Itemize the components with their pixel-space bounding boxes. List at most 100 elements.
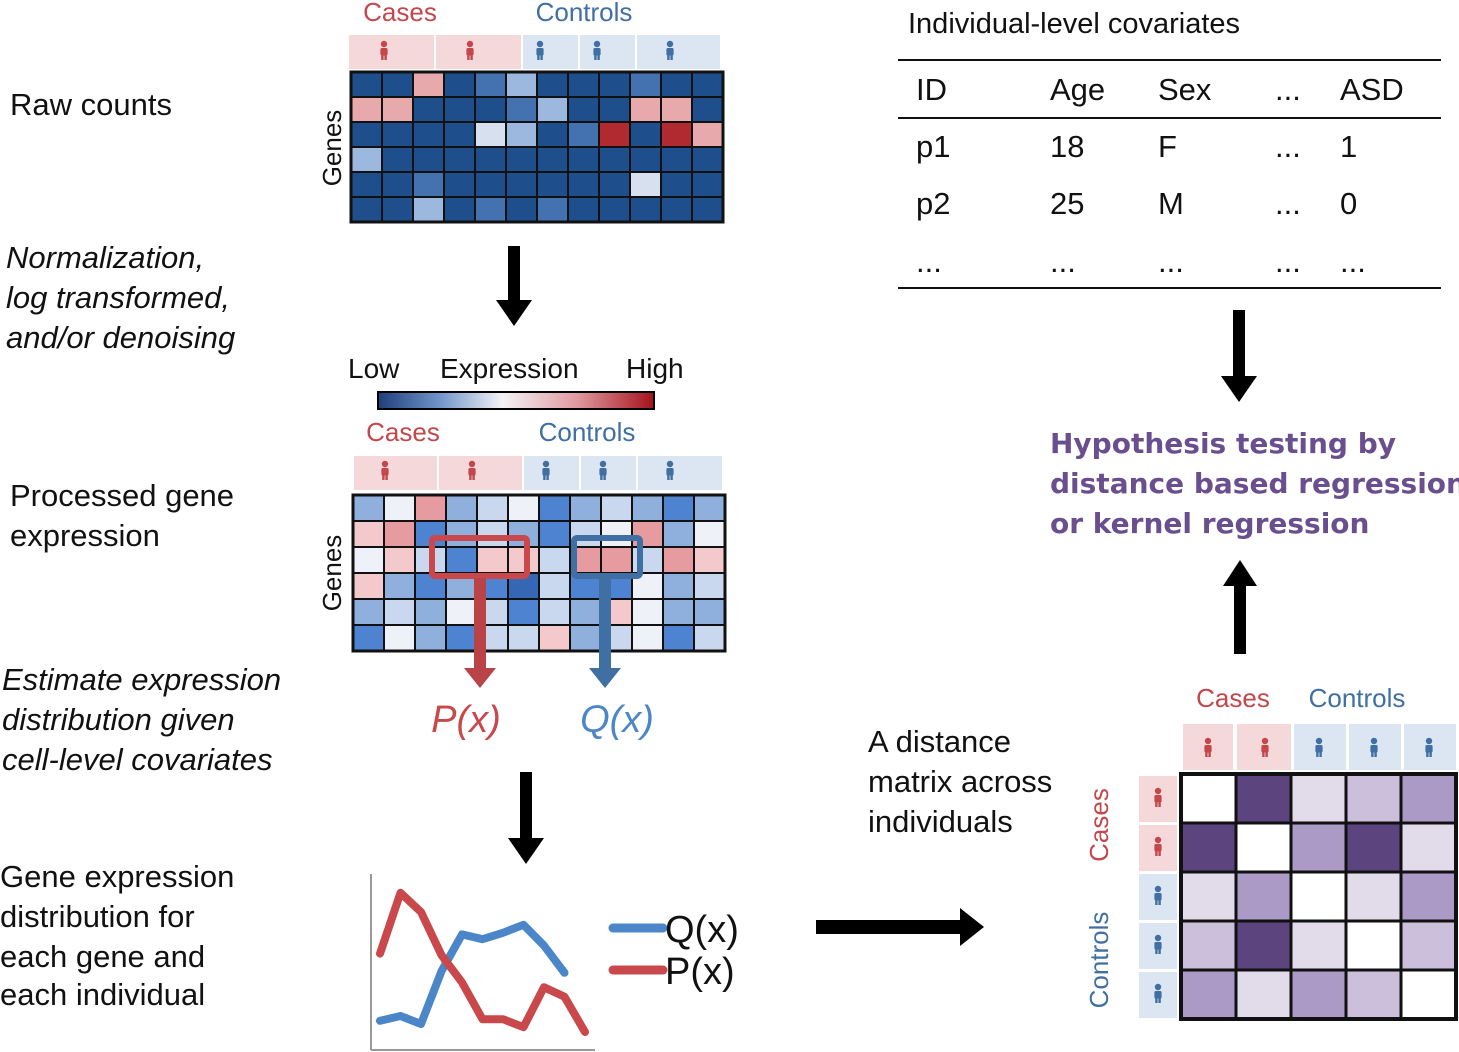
step-distribution-line1: Gene expression bbox=[0, 859, 235, 894]
processed-heatmap bbox=[351, 493, 727, 653]
heatmap-cell bbox=[412, 71, 445, 98]
dm-side-header bbox=[1139, 776, 1177, 1018]
heatmap-cell bbox=[538, 598, 571, 626]
hypothesis-line1: Hypothesis testing by bbox=[1050, 427, 1396, 460]
heatmap-cell bbox=[381, 71, 414, 98]
distance-cell bbox=[1234, 919, 1293, 972]
proc-group-header bbox=[354, 456, 722, 490]
heatmap-cell bbox=[381, 121, 414, 148]
table-header-cell: ASD bbox=[1340, 72, 1404, 107]
heatmap-cell bbox=[445, 598, 478, 626]
heatmap-cell bbox=[350, 146, 383, 173]
heatmap-cell bbox=[598, 96, 631, 123]
step-distribution-line4: each individual bbox=[0, 977, 206, 1012]
step-normalization-line1: Normalization, bbox=[6, 240, 205, 275]
distance-cell bbox=[1399, 968, 1458, 1021]
heatmap-cell bbox=[352, 598, 385, 626]
dm-cases-label: Cases bbox=[1196, 683, 1270, 713]
raw-genes-label: Genes bbox=[317, 110, 347, 187]
heatmap-cell bbox=[414, 624, 447, 652]
heatmap-cell bbox=[350, 196, 383, 223]
heatmap-cell bbox=[505, 71, 538, 98]
heatmap-cell bbox=[662, 624, 695, 652]
heatmap-cell bbox=[631, 546, 664, 574]
heatmap-cell bbox=[383, 572, 416, 600]
heatmap-cell bbox=[629, 121, 662, 148]
distance-text-line2: matrix across bbox=[868, 764, 1053, 799]
heatmap-cell bbox=[631, 520, 664, 548]
distance-cell bbox=[1399, 772, 1458, 825]
heatmap-cell bbox=[631, 624, 664, 652]
heatmap-cell bbox=[567, 146, 600, 173]
heatmap-cell bbox=[693, 598, 726, 626]
heatmap-cell bbox=[445, 520, 478, 548]
covariates-title: Individual-level covariates bbox=[908, 8, 1240, 40]
heatmap-cell bbox=[660, 121, 693, 148]
q-series-line bbox=[376, 920, 569, 1028]
heatmap-cell bbox=[598, 171, 631, 198]
proc-controls-label: Controls bbox=[539, 417, 636, 447]
heatmap-cell bbox=[600, 520, 633, 548]
distance-cell bbox=[1234, 821, 1293, 874]
heatmap-cell bbox=[598, 196, 631, 223]
heatmap-cell bbox=[691, 71, 724, 98]
heatmap-cell bbox=[443, 196, 476, 223]
heatmap-cell bbox=[507, 624, 540, 652]
arrow-up-icon bbox=[1223, 560, 1257, 654]
table-cell: M bbox=[1158, 186, 1184, 221]
heatmap-cell bbox=[538, 494, 571, 522]
heatmap-cell bbox=[631, 598, 664, 626]
heatmap-cell bbox=[693, 494, 726, 522]
heatmap-cell bbox=[474, 171, 507, 198]
heatmap-cell bbox=[691, 96, 724, 123]
heatmap-cell bbox=[693, 572, 726, 600]
heatmap-cell bbox=[660, 71, 693, 98]
distance-cell bbox=[1399, 821, 1458, 874]
heatmap-cell bbox=[383, 624, 416, 652]
heatmap-cell bbox=[474, 121, 507, 148]
heatmap-cell bbox=[567, 171, 600, 198]
distance-cell bbox=[1344, 919, 1403, 972]
heatmap-cell bbox=[693, 546, 726, 574]
distance-cell bbox=[1179, 968, 1238, 1021]
table-cell: ... bbox=[1050, 244, 1076, 279]
step-distribution-line2: distribution for bbox=[0, 899, 195, 934]
distance-text-line1: A distance bbox=[868, 724, 1012, 759]
heatmap-cell bbox=[381, 96, 414, 123]
distance-cell bbox=[1179, 772, 1238, 825]
heatmap-cell bbox=[693, 520, 726, 548]
heatmap-cell bbox=[693, 624, 726, 652]
heatmap-cell bbox=[476, 520, 509, 548]
heatmap-cell bbox=[383, 494, 416, 522]
distance-cell bbox=[1234, 968, 1293, 1021]
dm-side-cases-label: Cases bbox=[1084, 788, 1114, 862]
heatmap-cell bbox=[662, 546, 695, 574]
heatmap-cell bbox=[629, 196, 662, 223]
heatmap-cell bbox=[629, 71, 662, 98]
proc-genes-label: Genes bbox=[317, 535, 347, 612]
scale-high-label: High bbox=[626, 353, 684, 384]
heatmap-cell bbox=[443, 171, 476, 198]
heatmap-cell bbox=[443, 146, 476, 173]
distance-cell bbox=[1289, 870, 1348, 923]
heatmap-cell bbox=[443, 71, 476, 98]
heatmap-cell bbox=[629, 96, 662, 123]
table-cell: F bbox=[1158, 129, 1177, 164]
heatmap-cell bbox=[474, 146, 507, 173]
heatmap-cell bbox=[536, 71, 569, 98]
heatmap-border bbox=[349, 70, 725, 224]
distance-text-line3: individuals bbox=[868, 804, 1013, 839]
distance-cell bbox=[1399, 870, 1458, 923]
step-distribution-line3: each gene and bbox=[0, 939, 206, 974]
legend-p-label: P(x) bbox=[665, 951, 735, 993]
heatmap-cell bbox=[505, 96, 538, 123]
heatmap-cell bbox=[600, 494, 633, 522]
hypothesis-line3: or kernel regression bbox=[1050, 507, 1370, 540]
heatmap-cell bbox=[412, 196, 445, 223]
distance-cell bbox=[1289, 821, 1348, 874]
table-cell: ... bbox=[1275, 244, 1301, 279]
heatmap-cell bbox=[691, 121, 724, 148]
heatmap-cell bbox=[600, 546, 633, 574]
heatmap-cell bbox=[350, 71, 383, 98]
